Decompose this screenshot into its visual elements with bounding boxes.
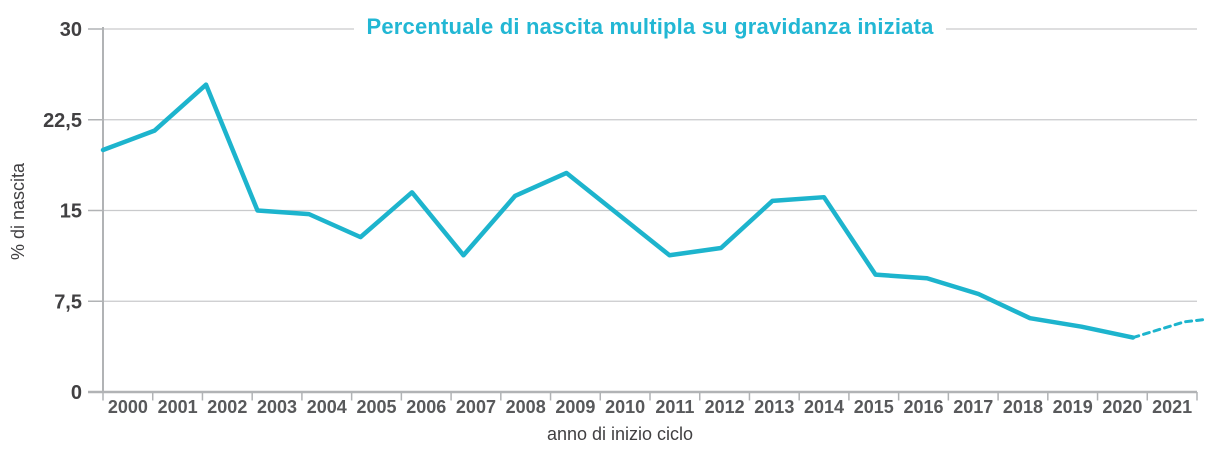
x-year-label-2011: 2011	[655, 397, 694, 417]
y-tick-label-15: 15	[60, 201, 82, 223]
x-year-label-2010: 2010	[605, 397, 645, 417]
x-year-label-2015: 2015	[854, 397, 894, 417]
y-axis-title: % di nascita	[8, 162, 28, 260]
x-year-label-2000: 2000	[108, 397, 148, 417]
x-year-label-2007: 2007	[456, 397, 496, 417]
y-tick-label-30: 30	[60, 19, 82, 41]
x-year-label-2008: 2008	[506, 397, 546, 417]
x-year-label-2018: 2018	[1003, 397, 1043, 417]
x-year-label-2003: 2003	[257, 397, 297, 417]
x-year-label-2016: 2016	[903, 397, 943, 417]
y-tick-label-22,5: 22,5	[43, 110, 82, 132]
x-year-label-2009: 2009	[555, 397, 595, 417]
x-year-label-2014: 2014	[804, 397, 844, 417]
chart-title: Percentuale di nascita multipla su gravi…	[103, 14, 1197, 40]
x-year-label-2006: 2006	[406, 397, 446, 417]
chart-title-text: Percentuale di nascita multipla su gravi…	[354, 14, 946, 39]
x-year-label-2013: 2013	[754, 397, 794, 417]
x-axis-title: anno di inizio ciclo	[546, 424, 694, 444]
x-year-label-2004: 2004	[307, 397, 347, 417]
data-line-dashed-provisional	[1131, 317, 1208, 340]
data-line-solid	[100, 82, 1136, 340]
x-year-label-2017: 2017	[953, 397, 993, 417]
y-tick-label-7,5: 7,5	[54, 291, 82, 313]
x-year-label-2005: 2005	[356, 397, 396, 417]
x-year-label-2020: 2020	[1102, 397, 1142, 417]
x-year-label-2019: 2019	[1053, 397, 1093, 417]
x-year-label-2001: 2001	[158, 397, 198, 417]
x-year-label-2002: 2002	[207, 397, 247, 417]
x-year-label-2021: 2021	[1152, 397, 1192, 417]
y-tick-label-0: 0	[71, 382, 82, 404]
x-year-label-2012: 2012	[705, 397, 745, 417]
